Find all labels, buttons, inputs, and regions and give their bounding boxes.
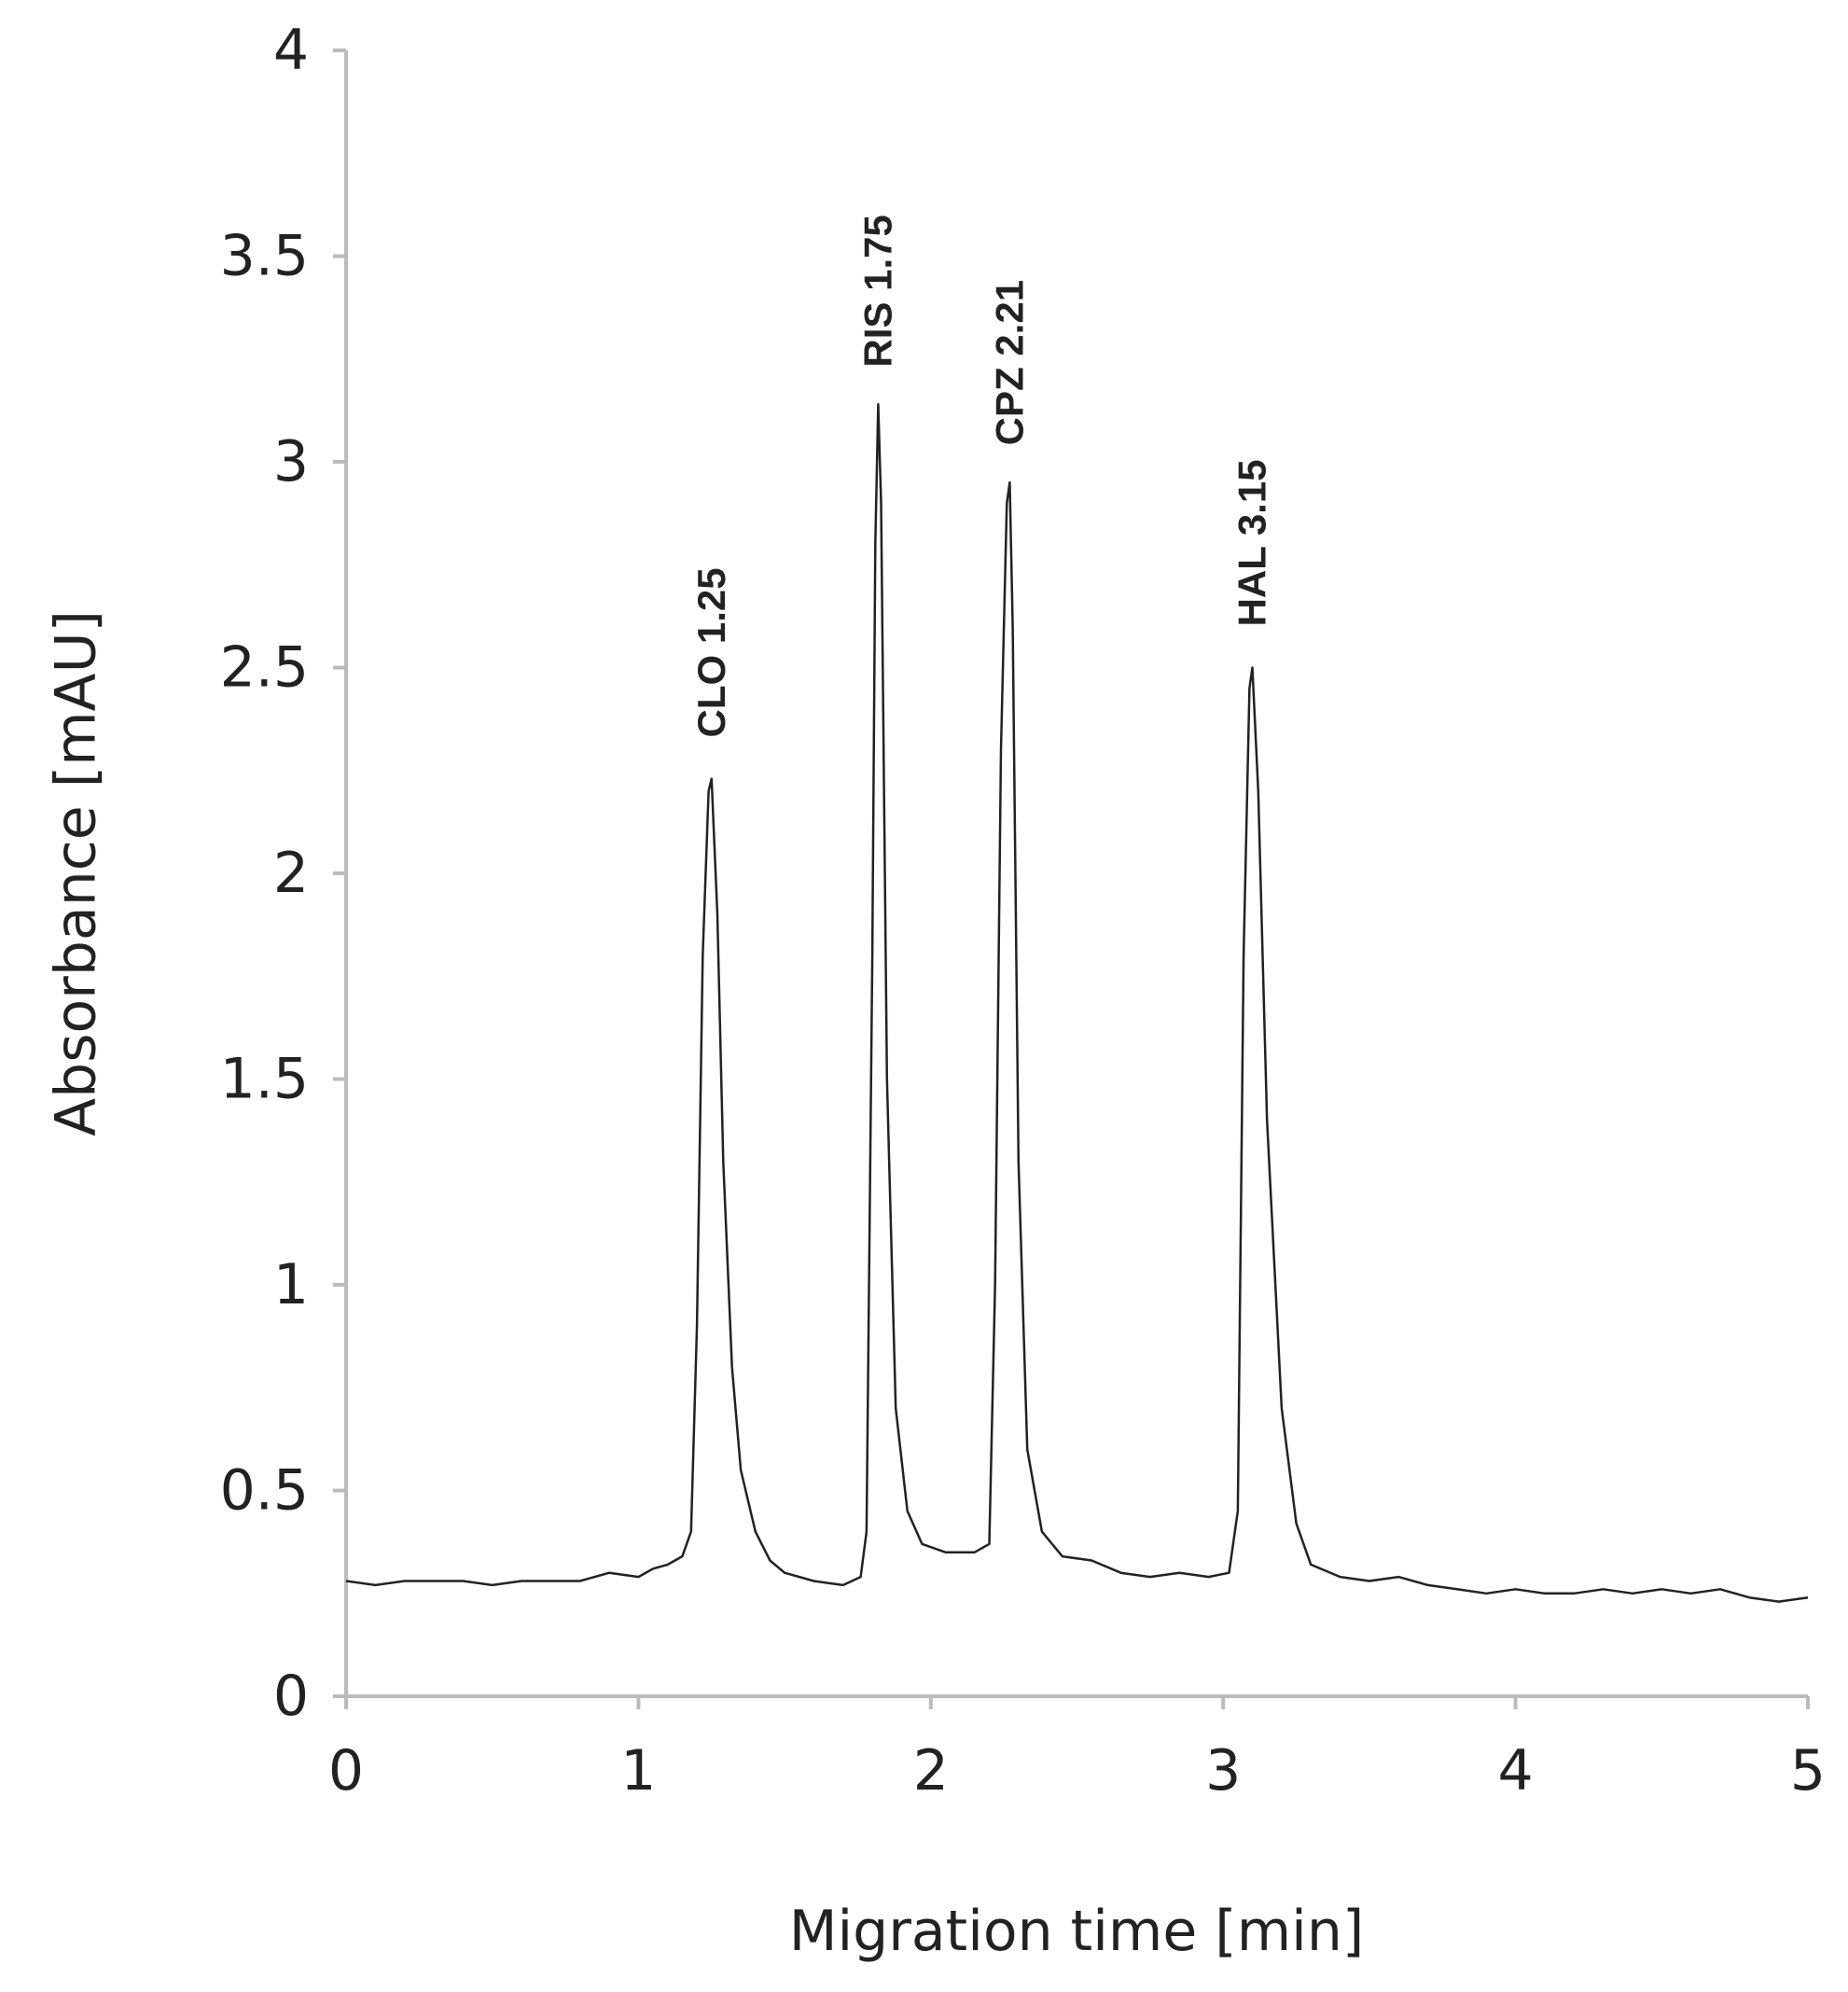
y-axis-label: Absorbance [mAU] xyxy=(44,610,109,1136)
y-tick-label: 1 xyxy=(273,1252,309,1317)
y-tick-label: 0 xyxy=(273,1664,309,1729)
x-tick-label: 3 xyxy=(1205,1738,1241,1804)
x-tick-label: 2 xyxy=(913,1738,949,1804)
x-tick-label: 4 xyxy=(1498,1738,1534,1804)
trace xyxy=(345,403,1809,1603)
x-axis-label: Migration time [min] xyxy=(789,1899,1365,1964)
peak-annotation: CPZ 2.21 xyxy=(987,280,1031,445)
y-tick-label: 4 xyxy=(273,18,309,83)
y-tick-label: 2.5 xyxy=(220,635,309,701)
x-tick-label: 5 xyxy=(1790,1738,1826,1804)
peak-annotation: RIS 1.75 xyxy=(855,215,899,367)
y-tick-label: 1.5 xyxy=(220,1047,309,1112)
x-tick-label: 0 xyxy=(328,1738,364,1804)
y-tick-label: 2 xyxy=(273,841,309,906)
y-tick-label: 0.5 xyxy=(220,1458,309,1524)
peak-annotation: HAL 3.15 xyxy=(1230,459,1274,626)
y-tick-label: 3 xyxy=(273,429,309,495)
y-tick-label: 3.5 xyxy=(220,224,309,289)
peak-annotation: CLO 1.25 xyxy=(689,567,733,737)
x-tick-label: 1 xyxy=(620,1738,656,1804)
